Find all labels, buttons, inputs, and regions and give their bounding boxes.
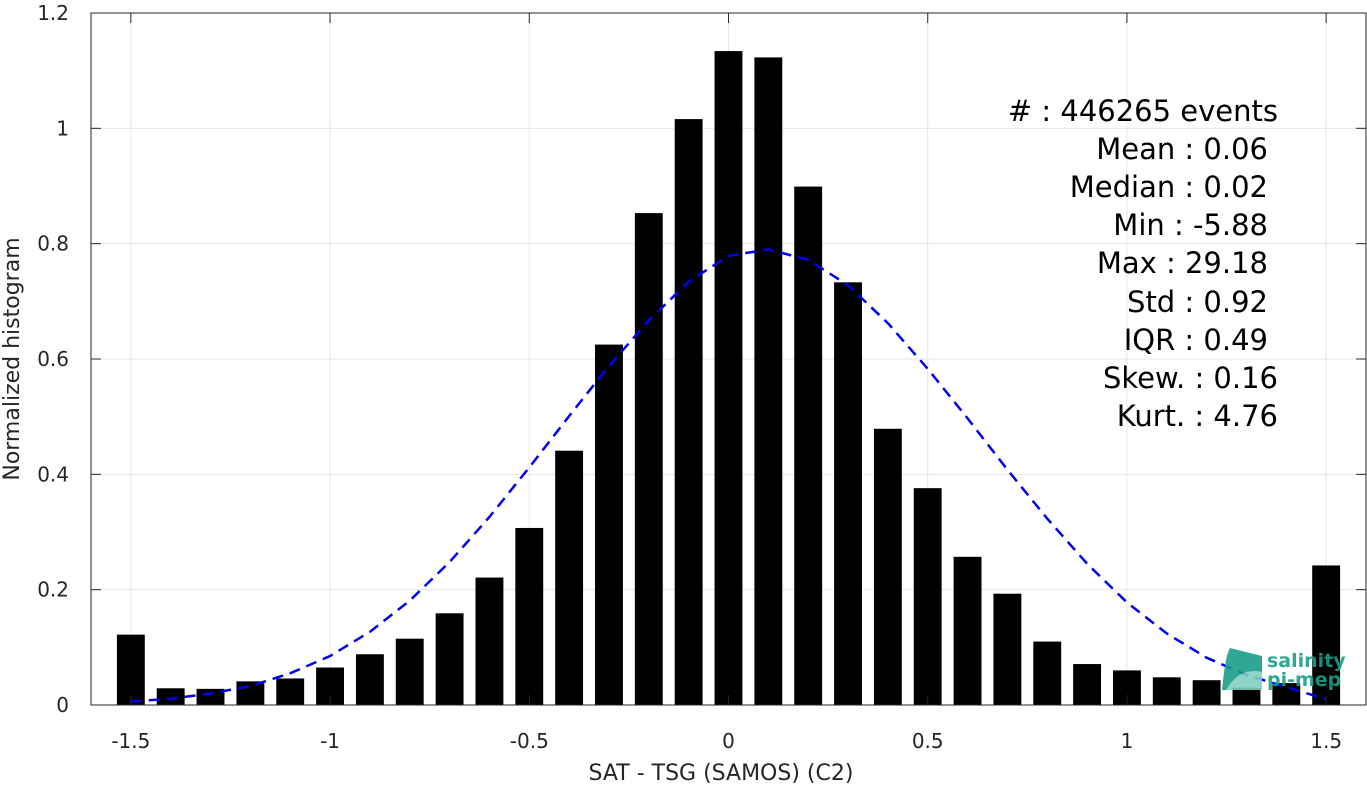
histogram-bar (276, 678, 305, 705)
logo-line1: salinity (1267, 650, 1346, 672)
x-tick-label: 1.5 (1310, 729, 1342, 753)
stat-kurt: Kurt. : 4.76 (1117, 399, 1278, 433)
histogram-bar (515, 527, 544, 705)
histogram-bar (634, 213, 663, 705)
statistics-annotation: # : 446265 events Mean : 0.06 Median : 0… (1008, 94, 1278, 433)
stat-mean: Mean : 0.06 (1096, 132, 1268, 166)
histogram-bar (714, 51, 743, 706)
x-axis-title: SAT - TSG (SAMOS) (C2) (589, 761, 854, 785)
histogram-bar (595, 344, 623, 705)
histogram-bar (1192, 680, 1221, 705)
x-tick-label: 0 (722, 729, 735, 753)
histogram-bar (236, 681, 265, 705)
y-tick-label: 0 (56, 693, 69, 717)
bars (116, 51, 1341, 706)
stat-iqr: IQR : 0.49 (1124, 323, 1268, 357)
stat-min: Min : -5.88 (1113, 208, 1268, 242)
stat-skew: Skew. : 0.16 (1103, 361, 1278, 395)
fit-curve (130, 248, 1327, 703)
x-tick-label: -1.5 (111, 729, 150, 753)
histogram-bar (1232, 687, 1261, 705)
histogram-bar (475, 577, 504, 705)
histogram-bar (1033, 641, 1062, 705)
histogram-bar (116, 634, 145, 705)
histogram-bar (555, 450, 584, 705)
y-tick-label: 0.2 (37, 578, 69, 602)
logo-line2: pi-mep (1267, 669, 1341, 691)
x-tick-label: -1 (320, 729, 340, 753)
histogram-bar (435, 613, 464, 705)
histogram-bar (1152, 677, 1181, 705)
histogram-bar (674, 119, 703, 705)
histogram-bar (395, 638, 424, 705)
stat-events: # : 446265 events (1008, 94, 1278, 128)
histogram-bar (953, 556, 982, 705)
histogram-bar (794, 186, 823, 705)
stat-max: Max : 29.18 (1097, 246, 1268, 280)
salinity-pi-mep-logo: salinity pi-mep (1222, 648, 1346, 691)
wave-icon-highlight (1226, 670, 1262, 690)
histogram-bar (834, 282, 862, 705)
y-tick-label: 0.8 (37, 232, 69, 256)
x-tick-label: 0.5 (912, 729, 944, 753)
ticks (91, 12, 1366, 706)
y-tick-label: 0.6 (37, 347, 69, 371)
x-tick-labels: -1.5 -1 -0.5 0 0.5 1 1.5 (111, 729, 1342, 753)
x-tick-label: 1 (1121, 729, 1134, 753)
y-tick-label: 1.2 (37, 1, 69, 25)
histogram-bar (993, 593, 1022, 705)
histogram-bar (873, 428, 902, 705)
histogram-bar (1312, 565, 1341, 705)
histogram-bar (1073, 664, 1102, 705)
y-tick-label: 0.4 (37, 462, 69, 486)
histogram-bar (355, 654, 384, 705)
y-tick-label: 1 (56, 116, 69, 140)
y-tick-labels: 0 0.2 0.4 0.6 0.8 1 1.2 (37, 1, 69, 717)
histogram-bar (196, 688, 225, 705)
stat-std: Std : 0.92 (1127, 285, 1268, 319)
stat-median: Median : 0.02 (1070, 170, 1268, 204)
histogram-bar (913, 488, 942, 705)
histogram-bar (156, 688, 185, 705)
histogram-bar (754, 57, 783, 706)
y-axis-title: Normalized histogram (0, 237, 25, 480)
x-tick-label: -0.5 (510, 729, 549, 753)
